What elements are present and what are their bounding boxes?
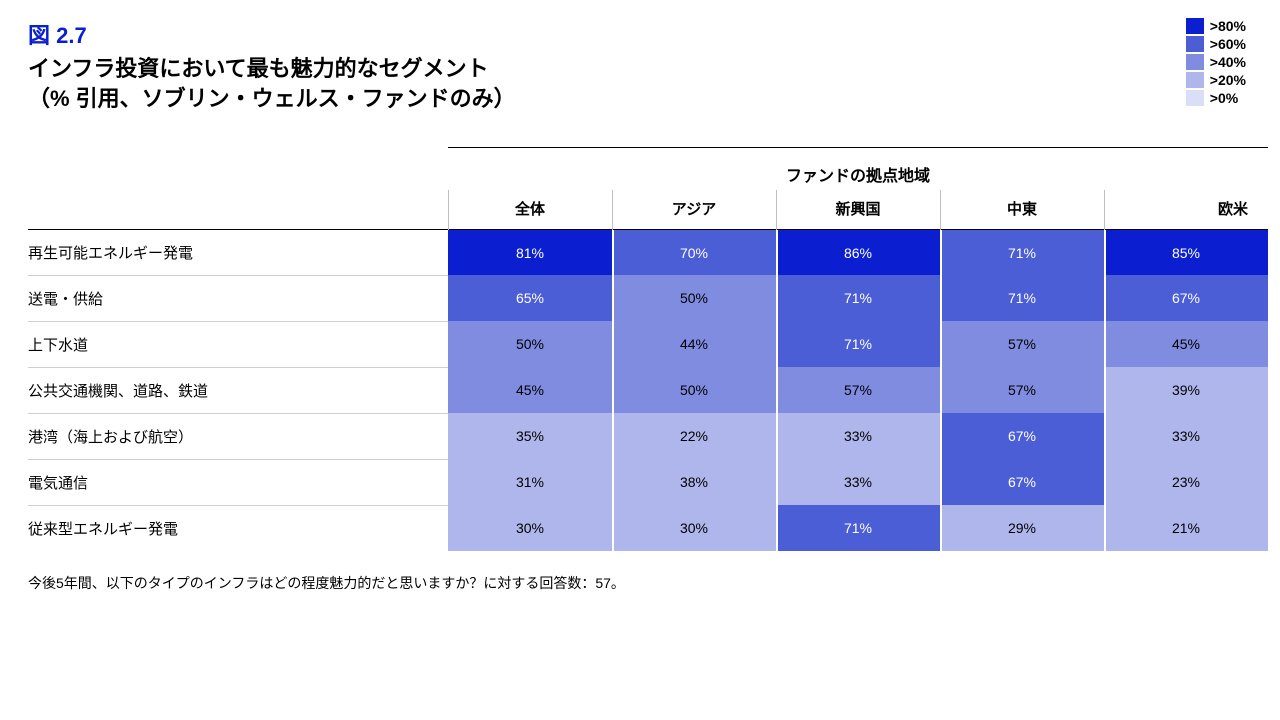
legend-item: >20% — [1186, 72, 1246, 88]
legend-label: >20% — [1210, 72, 1246, 88]
heatmap-cell: 67% — [1104, 275, 1268, 321]
heatmap-cell: 45% — [1104, 321, 1268, 367]
legend-swatch — [1186, 36, 1204, 52]
heatmap-cell: 22% — [612, 413, 776, 459]
legend: >80% >60% >40% >20% >0% — [1186, 18, 1246, 106]
heatmap-cell: 31% — [448, 459, 612, 505]
table-row: 上下水道50%44%71%57%45% — [28, 321, 1268, 367]
heatmap-cell: 71% — [776, 505, 940, 551]
heatmap-cell: 45% — [448, 367, 612, 413]
figure-number: 図 2.7 — [28, 18, 516, 50]
table-row: 公共交通機関、道路、鉄道45%50%57%57%39% — [28, 367, 1268, 413]
heatmap-cell: 81% — [448, 229, 612, 275]
heatmap-cell: 57% — [940, 321, 1104, 367]
heatmap-cell: 44% — [612, 321, 776, 367]
heatmap-cell: 50% — [612, 367, 776, 413]
heatmap-cell: 23% — [1104, 459, 1268, 505]
row-label: 公共交通機関、道路、鉄道 — [28, 367, 448, 413]
column-header: 中東 — [940, 190, 1104, 230]
group-header: ファンドの拠点地域 — [448, 156, 1268, 190]
figure-title-line2: （% 引用、ソブリン・ウェルス・ファンドのみ） — [28, 86, 516, 111]
heatmap-table: ファンドの拠点地域全体アジア新興国中東欧米 再生可能エネルギー発電81%70%8… — [28, 147, 1268, 551]
heatmap-cell: 39% — [1104, 367, 1268, 413]
legend-swatch — [1186, 90, 1204, 106]
table-row: 港湾（海上および航空）35%22%33%67%33% — [28, 413, 1268, 459]
heatmap-cell: 71% — [940, 229, 1104, 275]
heatmap-cell: 33% — [776, 459, 940, 505]
heatmap-cell: 85% — [1104, 229, 1268, 275]
heatmap-cell: 29% — [940, 505, 1104, 551]
heatmap-cell: 50% — [612, 275, 776, 321]
column-header: 全体 — [448, 190, 612, 230]
row-label: 従来型エネルギー発電 — [28, 505, 448, 551]
legend-label: >60% — [1210, 36, 1246, 52]
heatmap-cell: 67% — [940, 459, 1104, 505]
table-row: 従来型エネルギー発電30%30%71%29%21% — [28, 505, 1268, 551]
legend-label: >80% — [1210, 18, 1246, 34]
heatmap-cell: 21% — [1104, 505, 1268, 551]
legend-item: >0% — [1186, 90, 1246, 106]
row-label: 港湾（海上および航空） — [28, 413, 448, 459]
table-row: 送電・供給65%50%71%71%67% — [28, 275, 1268, 321]
heatmap-cell: 86% — [776, 229, 940, 275]
legend-swatch — [1186, 72, 1204, 88]
legend-item: >80% — [1186, 18, 1246, 34]
heatmap-cell: 50% — [448, 321, 612, 367]
row-label: 上下水道 — [28, 321, 448, 367]
heatmap-cell: 71% — [776, 275, 940, 321]
heatmap-cell: 30% — [612, 505, 776, 551]
table-row: 再生可能エネルギー発電81%70%86%71%85% — [28, 229, 1268, 275]
heatmap-cell: 71% — [776, 321, 940, 367]
legend-item: >60% — [1186, 36, 1246, 52]
heatmap-cell: 67% — [940, 413, 1104, 459]
heatmap-cell: 70% — [612, 229, 776, 275]
heatmap-cell: 57% — [940, 367, 1104, 413]
heatmap-cell: 65% — [448, 275, 612, 321]
heatmap-cell: 35% — [448, 413, 612, 459]
row-label: 送電・供給 — [28, 275, 448, 321]
footnote: 今後5年間、以下のタイプのインフラはどの程度魅力的だと思いますか？に対する回答数… — [28, 573, 1252, 593]
legend-swatch — [1186, 18, 1204, 34]
column-header: 新興国 — [776, 190, 940, 230]
legend-label: >40% — [1210, 54, 1246, 70]
row-label: 再生可能エネルギー発電 — [28, 229, 448, 275]
heatmap-cell: 30% — [448, 505, 612, 551]
heatmap-cell: 33% — [776, 413, 940, 459]
figure-title: インフラ投資において最も魅力的なセグメント （% 引用、ソブリン・ウェルス・ファ… — [28, 54, 516, 113]
heatmap-cell: 71% — [940, 275, 1104, 321]
figure-title-line1: インフラ投資において最も魅力的なセグメント — [28, 56, 489, 81]
row-label: 電気通信 — [28, 459, 448, 505]
table-row: 電気通信31%38%33%67%23% — [28, 459, 1268, 505]
legend-item: >40% — [1186, 54, 1246, 70]
column-header: 欧米 — [1104, 190, 1268, 230]
heatmap-cell: 33% — [1104, 413, 1268, 459]
heatmap-cell: 38% — [612, 459, 776, 505]
heatmap-cell: 57% — [776, 367, 940, 413]
legend-swatch — [1186, 54, 1204, 70]
title-block: 図 2.7 インフラ投資において最も魅力的なセグメント （% 引用、ソブリン・ウ… — [28, 18, 516, 113]
column-header: アジア — [612, 190, 776, 230]
legend-label: >0% — [1210, 90, 1238, 106]
heatmap-table-wrap: ファンドの拠点地域全体アジア新興国中東欧米 再生可能エネルギー発電81%70%8… — [28, 147, 1252, 551]
